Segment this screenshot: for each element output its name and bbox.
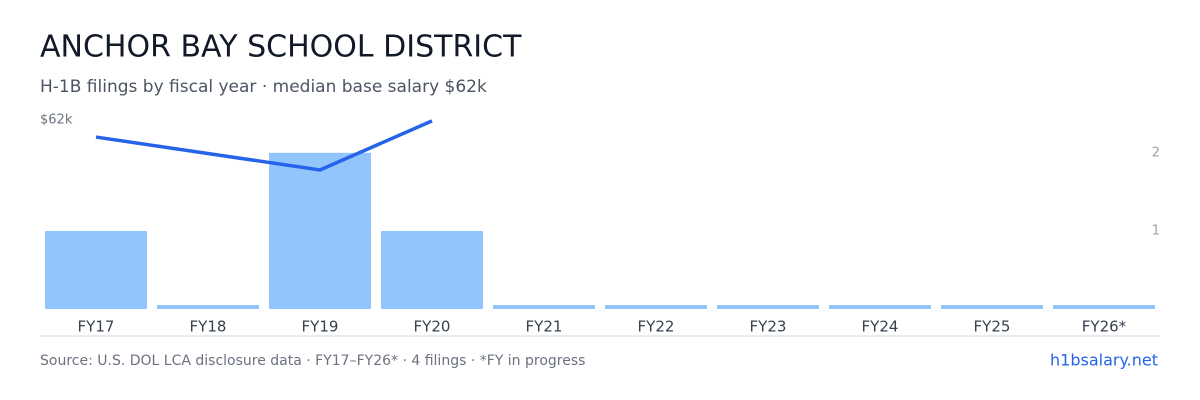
source-note: Source: U.S. DOL LCA disclosure data · F… (40, 353, 585, 369)
bar (381, 230, 483, 309)
x-tick-label: FY22 (638, 318, 675, 336)
y2-tick-label: 2 (1152, 145, 1160, 160)
bar (45, 230, 147, 309)
bar (605, 305, 707, 309)
chart-title: ANCHOR BAY SCHOOL DISTRICT (40, 30, 522, 65)
x-tick-label: FY25 (974, 318, 1011, 336)
bar (941, 305, 1043, 309)
y2-tick-label: 1 (1152, 223, 1160, 238)
bar (829, 305, 931, 309)
x-tick-label: FY19 (302, 318, 339, 336)
x-tick-label: FY21 (526, 318, 563, 336)
chart-subtitle: H-1B filings by fiscal year · median bas… (40, 77, 487, 97)
x-tick-label: FY26* (1082, 318, 1127, 336)
bar (493, 305, 595, 309)
y-tick-label: $62k (40, 113, 73, 128)
salary-line (95, 119, 433, 172)
x-tick-label: FY20 (414, 318, 451, 336)
bar (269, 152, 371, 309)
brand-link[interactable]: h1bsalary.net (1050, 351, 1158, 370)
bar (1053, 305, 1155, 309)
x-tick-label: FY18 (190, 318, 227, 336)
bar (157, 305, 259, 309)
x-tick-label: FY23 (750, 318, 787, 336)
x-tick-label: FY24 (862, 318, 899, 336)
bar (717, 305, 819, 309)
x-tick-label: FY17 (78, 318, 115, 336)
